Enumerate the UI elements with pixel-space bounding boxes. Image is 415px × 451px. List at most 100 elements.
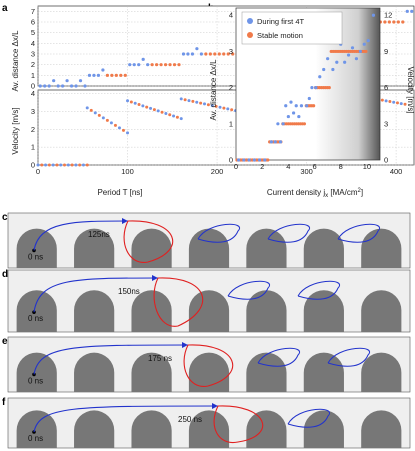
- a-top-point-39: [213, 52, 217, 56]
- a-bottom-point-100: [399, 102, 403, 106]
- a-bottom-xtick-0: 0: [36, 167, 40, 176]
- a-bottom-point-44: [195, 100, 199, 104]
- a-top-ytick-1: 1: [31, 71, 35, 80]
- arrow-blue-e: [182, 342, 188, 348]
- a-top-point-13: [96, 73, 101, 77]
- b-transient-point-17: [299, 104, 304, 108]
- a-bottom-point-101: [403, 102, 407, 106]
- b-ytick-1: 1: [229, 119, 233, 128]
- b-transient-point-26: [335, 60, 339, 64]
- a-top-point-1: [43, 84, 47, 88]
- a-top-point-30: [172, 63, 177, 67]
- a-bottom-xtick-1: 100: [121, 167, 134, 176]
- a-bottom-point-18: [101, 116, 105, 120]
- b-ytick-right-0: 0: [384, 156, 388, 165]
- a-bottom-point-22: [117, 126, 121, 130]
- a-bottom-point-40: [179, 97, 183, 101]
- a-top-point-28: [163, 63, 168, 67]
- a-bottom-point-46: [203, 102, 207, 106]
- a-bottom-ytick-0: 0: [31, 161, 35, 170]
- loop-blue-e-1: [257, 347, 301, 367]
- a-bottom-point-8: [66, 163, 70, 167]
- b-transient-point-1: [242, 158, 246, 162]
- a-bottom-point-3: [47, 163, 51, 167]
- panel-letter-d: d: [2, 269, 8, 280]
- b-transient-point-6: [269, 140, 273, 144]
- b-transient-point-19: [307, 96, 311, 101]
- trajectory-red-f: [213, 405, 264, 444]
- start-dot-d: [32, 310, 36, 314]
- b-ylabel-right: Velocity [m/s]: [406, 66, 415, 113]
- a-bottom-xtick-2: 200: [211, 167, 224, 176]
- track-e: [8, 352, 402, 392]
- a-bottom-point-42: [187, 99, 191, 103]
- b-ytick-right-1: 3: [384, 119, 388, 128]
- a-bottom-point-39: [179, 117, 183, 121]
- loop-blue-d-1: [227, 280, 271, 300]
- b-transient-point-22: [318, 75, 322, 79]
- a-top-point-79: [392, 20, 396, 24]
- a-top-ytick-4: 4: [31, 39, 35, 48]
- b-transient-point-2: [247, 158, 251, 162]
- b-ytick-2: 2: [229, 83, 233, 92]
- b-transient-point-0: [237, 158, 241, 162]
- a-bottom-point-37: [172, 114, 176, 118]
- a-bottom-point-98: [392, 100, 396, 104]
- a-top-point-15: [105, 73, 109, 77]
- a-bottom-point-0: [36, 163, 40, 167]
- trajectory-panel-c: 0 ns 125ns: [7, 212, 411, 269]
- a-top-ytick-3: 3: [31, 50, 35, 59]
- a-bottom-point-13: [85, 163, 89, 167]
- b-transient-point-15: [294, 104, 298, 108]
- a-bottom-point-31: [149, 106, 153, 110]
- a-top-ytick-6: 6: [31, 18, 35, 27]
- start-dot-e: [32, 372, 36, 377]
- b-transient-point-8: [276, 122, 280, 126]
- b-legend-marker-transient: [247, 18, 253, 24]
- a-bottom-point-10: [74, 163, 78, 167]
- a-top-point-14: [101, 68, 105, 72]
- a-top-point-9: [78, 79, 83, 83]
- a-bottom-xtick-4: 400: [390, 167, 403, 176]
- a-bottom-point-24: [126, 131, 130, 135]
- b-ytick-3: 3: [229, 47, 233, 56]
- b-ytick-right-3: 9: [384, 47, 388, 56]
- b-ytick-right-4: 12: [384, 11, 392, 20]
- b-transient-point-31: [354, 57, 359, 61]
- start-label-d: 0 ns: [28, 314, 43, 323]
- a-top-point-11: [87, 73, 92, 77]
- a-top-point-2: [47, 84, 51, 88]
- loop-blue-c-1: [197, 223, 241, 243]
- a-top-point-31: [177, 63, 181, 67]
- a-bottom-point-38: [175, 115, 179, 119]
- a-top-point-22: [137, 63, 141, 67]
- a-bottom-point-17: [97, 113, 101, 117]
- a-bottom-point-28: [137, 103, 141, 107]
- b-transient-point-33: [362, 42, 366, 46]
- a-bottom-point-32: [152, 108, 156, 112]
- a-bottom-point-6: [59, 163, 63, 167]
- trajectory-panel-f: 0 ns 250 ns: [7, 397, 411, 449]
- arrow-blue-f: [212, 403, 218, 409]
- a-top-point-35: [195, 47, 199, 51]
- b-xtick-2: 4: [286, 162, 290, 171]
- b-transient-point-18: [305, 104, 309, 108]
- b-ytick-4: 4: [229, 11, 233, 20]
- panel-letter-a: a: [2, 3, 8, 14]
- b-transient-point-3: [252, 158, 256, 162]
- a-top-point-82: [405, 9, 409, 13]
- a-top-point-43: [231, 52, 235, 56]
- b-xtick-0: 0: [234, 162, 238, 171]
- a-top-point-38: [208, 52, 212, 56]
- a-bottom-point-5: [55, 163, 59, 167]
- b-legend-marker-stable: [247, 32, 253, 38]
- a-top-point-80: [396, 20, 400, 24]
- a-top-point-12: [92, 73, 96, 77]
- a-bottom-point-34: [160, 110, 164, 114]
- a-bottom-point-99: [395, 101, 399, 105]
- b-transient-point-14: [292, 111, 296, 115]
- a-top-point-32: [181, 52, 186, 56]
- a-bottom-point-4: [51, 163, 55, 167]
- a-bottom-point-30: [145, 105, 149, 109]
- a-top-point-7: [69, 84, 74, 88]
